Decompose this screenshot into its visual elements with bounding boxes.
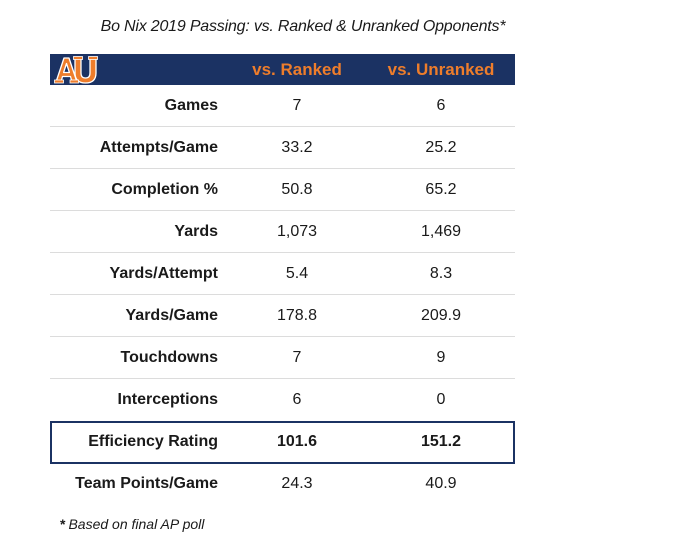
footnote: * Based on final AP poll — [60, 516, 204, 532]
value-ranked: 101.6 — [276, 433, 318, 450]
row-label: Games — [164, 97, 218, 114]
efficiency-highlight-box — [50, 421, 515, 464]
row-label: Attempts/Game — [99, 139, 218, 156]
column-header-ranked: vs. Ranked — [252, 60, 342, 79]
footnote-text: Based on final AP poll — [68, 516, 205, 532]
table-row: Yards/Game 178.8 209.9 — [50, 295, 515, 337]
value-ranked: 7 — [292, 97, 302, 114]
value-unranked: 151.2 — [420, 433, 462, 450]
table-row: Team Points/Game 24.3 40.9 — [50, 463, 515, 505]
value-ranked: 50.8 — [281, 181, 313, 198]
value-ranked: 7 — [292, 349, 302, 366]
value-unranked: 40.9 — [425, 475, 457, 492]
table-row: Yards 1,073 1,469 — [50, 211, 515, 253]
value-unranked: 0 — [436, 391, 446, 408]
footnote-marker: * — [60, 516, 66, 532]
row-label: Team Points/Game — [75, 475, 218, 492]
table-row: Yards/Attempt 5.4 8.3 — [50, 253, 515, 295]
table-row: Interceptions 6 0 — [50, 379, 515, 421]
row-label: Completion % — [111, 181, 218, 198]
row-separator — [50, 378, 515, 379]
table-row: Efficiency Rating 101.6 151.2 — [50, 421, 515, 463]
value-ranked: 178.8 — [276, 307, 318, 324]
chart-title: Bo Nix 2019 Passing: vs. Ranked & Unrank… — [100, 18, 506, 35]
value-ranked: 6 — [292, 391, 302, 408]
row-separator — [50, 168, 515, 169]
row-label: Interceptions — [117, 391, 218, 408]
value-ranked: 1,073 — [276, 223, 318, 240]
table-row: Completion % 50.8 65.2 — [50, 169, 515, 211]
column-header-unranked: vs. Unranked — [387, 60, 495, 79]
row-label: Yards/Game — [125, 307, 219, 324]
value-unranked: 1,469 — [420, 223, 462, 240]
value-unranked: 6 — [436, 97, 446, 114]
table-row: Touchdowns 7 9 — [50, 337, 515, 379]
table-header: vs. Ranked vs. Unranked — [50, 54, 515, 85]
value-ranked: 5.4 — [285, 265, 309, 282]
row-separator — [50, 126, 515, 127]
row-separator — [50, 294, 515, 295]
value-ranked: 33.2 — [281, 139, 313, 156]
value-unranked: 65.2 — [425, 181, 457, 198]
row-separator — [50, 252, 515, 253]
value-unranked: 9 — [436, 349, 446, 366]
row-label: Yards/Attempt — [109, 265, 218, 282]
table-row: Attempts/Game 33.2 25.2 — [50, 127, 515, 169]
row-label: Touchdowns — [120, 349, 218, 366]
row-separator — [50, 336, 515, 337]
value-unranked: 25.2 — [425, 139, 457, 156]
row-separator — [50, 210, 515, 211]
row-label: Efficiency Rating — [88, 433, 218, 450]
table-row: Games 7 6 — [50, 85, 515, 127]
row-label: Yards — [174, 223, 218, 240]
value-ranked: 24.3 — [281, 475, 313, 492]
value-unranked: 209.9 — [420, 307, 462, 324]
auburn-logo-icon — [54, 56, 98, 84]
value-unranked: 8.3 — [429, 265, 453, 282]
